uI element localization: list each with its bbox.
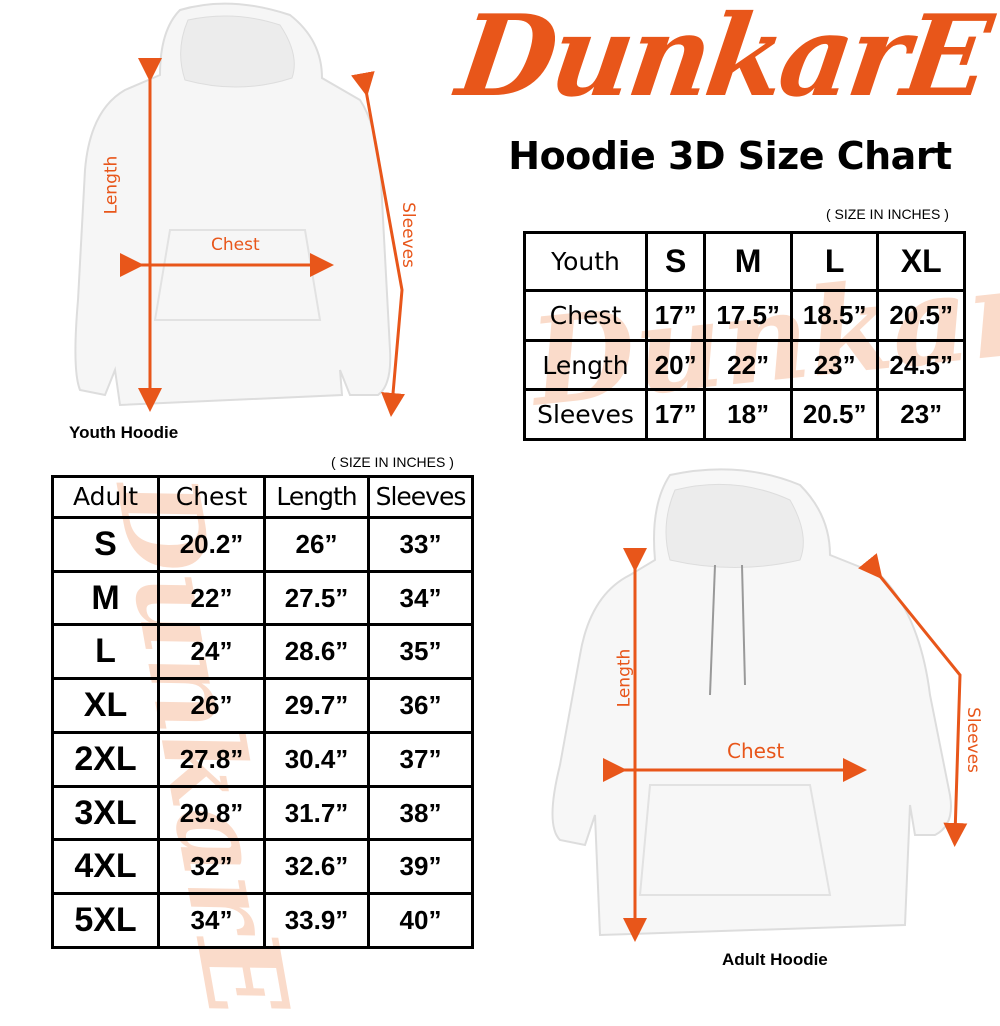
header-cell: Length bbox=[263, 475, 370, 519]
cell: 26” bbox=[157, 677, 266, 734]
row-label: Sleeves bbox=[523, 388, 648, 441]
cell: 23” bbox=[876, 388, 966, 441]
table-row: M 22” 27.5” 34” bbox=[51, 569, 474, 627]
cell: 27.8” bbox=[157, 730, 266, 788]
table-row: 5XL 34” 33.9” 40” bbox=[51, 892, 474, 949]
cell: 26” bbox=[263, 515, 370, 573]
cell: 35” bbox=[367, 623, 474, 681]
adult-chest-label: Chest bbox=[727, 739, 785, 763]
table-row: XL 26” 29.7” 36” bbox=[51, 677, 474, 734]
cell: 38” bbox=[367, 784, 474, 842]
cell: 34” bbox=[367, 569, 474, 627]
adult-length-label: Length bbox=[614, 648, 635, 708]
header-cell: M bbox=[703, 230, 793, 293]
cell: 22” bbox=[703, 338, 793, 392]
row-label: S bbox=[51, 515, 160, 573]
header-cell: XL bbox=[876, 230, 966, 293]
cell: 18.5” bbox=[789, 289, 880, 342]
table-row: Chest 17” 17.5” 18.5” 20.5” bbox=[523, 289, 966, 342]
cell: 40” bbox=[367, 892, 474, 949]
table-row: 3XL 29.8” 31.7” 38” bbox=[51, 784, 474, 842]
table-row: 4XL 32” 32.6” 39” bbox=[51, 838, 474, 896]
youth-length-label: Length bbox=[101, 155, 122, 215]
table-row: Length 20” 22” 23” 24.5” bbox=[523, 338, 966, 392]
cell: 17” bbox=[644, 388, 707, 441]
cell: 29.8” bbox=[157, 784, 266, 842]
row-label: 2XL bbox=[51, 730, 160, 788]
cell: 33” bbox=[367, 515, 474, 573]
row-label: 3XL bbox=[51, 784, 160, 842]
row-label: Length bbox=[523, 338, 648, 392]
cell: 36” bbox=[367, 677, 474, 734]
cell: 22” bbox=[157, 569, 266, 627]
adult-unit-note: ( SIZE IN INCHES ) bbox=[331, 454, 454, 470]
adult-sleeves-label: Sleeves bbox=[962, 707, 983, 773]
page-title: Hoodie 3D Size Chart bbox=[508, 134, 952, 178]
cell: 29.7” bbox=[263, 677, 370, 734]
youth-hoodie-caption: Youth Hoodie bbox=[69, 423, 179, 442]
cell: 20.2” bbox=[157, 515, 266, 573]
cell: 23” bbox=[789, 338, 880, 392]
table-header-row: Youth S M L XL bbox=[523, 230, 966, 293]
cell: 31.7” bbox=[263, 784, 370, 842]
table-row: 2XL 27.8” 30.4” 37” bbox=[51, 730, 474, 788]
header-cell: Youth bbox=[523, 230, 648, 293]
cell: 20.5” bbox=[876, 289, 966, 342]
cell: 17.5” bbox=[703, 289, 793, 342]
youth-chest-label: Chest bbox=[211, 235, 260, 255]
row-label: XL bbox=[51, 677, 160, 734]
row-label: Chest bbox=[523, 289, 648, 342]
cell: 39” bbox=[367, 838, 474, 896]
table-header-row: Adult Chest Length Sleeves bbox=[51, 475, 474, 519]
cell: 24.5” bbox=[876, 338, 966, 392]
row-label: 5XL bbox=[51, 892, 160, 949]
brand-logo: DunkarE bbox=[450, 0, 996, 122]
youth-size-table: Youth S M L XL Chest 17” 17.5” 18.5” 20.5” L… bbox=[523, 230, 966, 441]
table-row: L 24” 28.6” 35” bbox=[51, 623, 474, 681]
cell: 18” bbox=[703, 388, 793, 441]
table-row: S 20.2” 26” 33” bbox=[51, 515, 474, 573]
row-label: 4XL bbox=[51, 838, 160, 896]
cell: 32” bbox=[157, 838, 266, 896]
row-label: L bbox=[51, 623, 160, 681]
cell: 17” bbox=[644, 289, 707, 342]
cell: 30.4” bbox=[263, 730, 370, 788]
cell: 37” bbox=[367, 730, 474, 788]
adult-hoodie-image bbox=[551, 468, 968, 942]
youth-unit-note: ( SIZE IN INCHES ) bbox=[826, 206, 949, 222]
header-cell: S bbox=[644, 230, 707, 293]
header-cell: L bbox=[789, 230, 880, 293]
header-cell: Adult bbox=[51, 475, 160, 519]
cell: 28.6” bbox=[263, 623, 370, 681]
cell: 27.5” bbox=[263, 569, 370, 627]
header-cell: Sleeves bbox=[367, 475, 474, 519]
cell: 32.6” bbox=[263, 838, 370, 896]
adult-hoodie-caption: Adult Hoodie bbox=[722, 950, 828, 969]
header-cell: Chest bbox=[157, 475, 266, 519]
cell: 34” bbox=[157, 892, 266, 949]
cell: 24” bbox=[157, 623, 266, 681]
row-label: M bbox=[51, 569, 160, 627]
table-row: Sleeves 17” 18” 20.5” 23” bbox=[523, 388, 966, 441]
cell: 20” bbox=[644, 338, 707, 392]
youth-hoodie-image bbox=[74, 2, 405, 417]
adult-size-table: Adult Chest Length Sleeves S 20.2” 26” 33” M… bbox=[51, 475, 474, 949]
youth-sleeves-label: Sleeves bbox=[397, 202, 418, 268]
cell: 33.9” bbox=[263, 892, 370, 949]
cell: 20.5” bbox=[789, 388, 880, 441]
